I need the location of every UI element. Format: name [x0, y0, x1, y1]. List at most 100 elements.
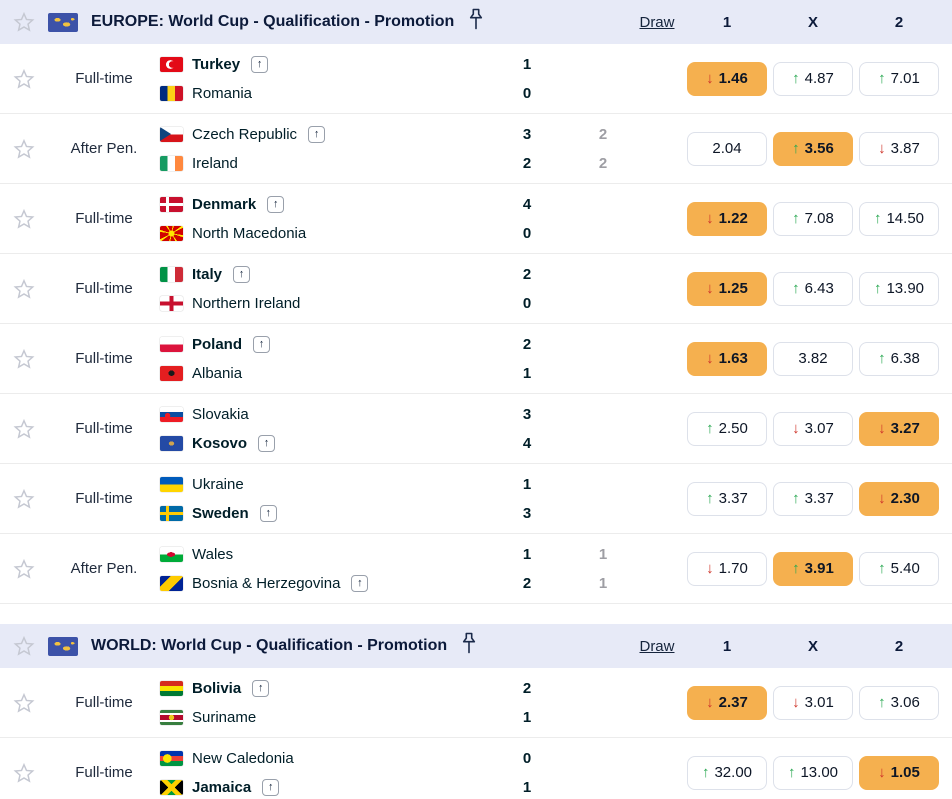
team-home[interactable]: Wales ↑ [160, 544, 507, 564]
match-row[interactable]: Full-time Turkey ↑ Romania ↑ 1 0 ↓ 1.4 [0, 44, 952, 114]
odds-button-2[interactable]: ↓ 2.30 [859, 481, 939, 516]
home-team-name[interactable]: Turkey [192, 55, 241, 73]
team-home[interactable]: Poland ↑ [160, 334, 507, 354]
odds-button-1[interactable]: ↓ 1.25 [687, 271, 767, 306]
team-away[interactable]: Northern Ireland ↑ [160, 293, 507, 313]
favorite-star-icon[interactable] [13, 68, 35, 90]
odds-button-1[interactable]: 2.04 [687, 131, 767, 166]
away-score: 3 [522, 504, 532, 522]
home-team-name[interactable]: Italy [192, 265, 223, 283]
odds-button-1[interactable]: ↑ 32.00 [687, 755, 767, 790]
odds-button-2[interactable]: ↑ 5.40 [859, 551, 939, 586]
draw-link[interactable]: Draw [639, 637, 675, 655]
team-away[interactable]: Bosnia & Herzegovina ↑ [160, 573, 507, 593]
odds-button-2[interactable]: ↑ 6.38 [859, 341, 939, 376]
match-row[interactable]: Full-time Ukraine ↑ Sweden ↑ 1 3 ↑ 3.3 [0, 464, 952, 534]
team-away[interactable]: Romania ↑ [160, 83, 507, 103]
team-home[interactable]: Slovakia ↑ [160, 404, 507, 424]
odds-button-1[interactable]: ↓ 1.70 [687, 551, 767, 586]
team-away[interactable]: Suriname ↑ [160, 707, 507, 727]
odds-button-x[interactable]: ↑ 3.91 [773, 551, 853, 586]
odds-button-1[interactable]: ↑ 3.37 [687, 481, 767, 516]
odds-button-2[interactable]: ↑ 14.50 [859, 201, 939, 236]
team-home[interactable]: Italy ↑ [160, 264, 507, 284]
home-team-name[interactable]: Ukraine [192, 475, 244, 493]
home-team-name[interactable]: Slovakia [192, 405, 249, 423]
odds-button-2[interactable]: ↑ 7.01 [859, 61, 939, 96]
odds-button-x[interactable]: 3.82 [773, 341, 853, 376]
team-away[interactable]: Albania ↑ [160, 363, 507, 383]
team-home[interactable]: Turkey ↑ [160, 54, 507, 74]
team-home[interactable]: Ukraine ↑ [160, 474, 507, 494]
match-row[interactable]: Full-time Denmark ↑ North Macedonia ↑ 4 … [0, 184, 952, 254]
favorite-star-icon[interactable] [13, 348, 35, 370]
favorite-star-icon[interactable] [13, 488, 35, 510]
favorite-star-icon[interactable] [13, 762, 35, 784]
match-row[interactable]: Full-time New Caledonia ↑ Jamaica ↑ 0 1 … [0, 738, 952, 799]
away-team-name[interactable]: Ireland [192, 154, 238, 172]
team-away[interactable]: Jamaica ↑ [160, 777, 507, 797]
odds-button-1[interactable]: ↑ 2.50 [687, 411, 767, 446]
away-team-name[interactable]: Bosnia & Herzegovina [192, 574, 341, 592]
match-row[interactable]: After Pen. Wales ↑ Bosnia & Herzegovina … [0, 534, 952, 604]
home-team-name[interactable]: Poland [192, 335, 243, 353]
match-row[interactable]: Full-time Italy ↑ Northern Ireland ↑ 2 0… [0, 254, 952, 324]
team-home[interactable]: Bolivia ↑ [160, 678, 507, 698]
away-team-name[interactable]: Jamaica [192, 778, 252, 796]
favorite-star-icon[interactable] [13, 635, 35, 657]
favorite-star-icon[interactable] [13, 418, 35, 440]
odds-button-x[interactable]: ↓ 3.01 [773, 685, 853, 720]
odds-button-2[interactable]: ↓ 3.87 [859, 131, 939, 166]
home-team-name[interactable]: Wales [192, 545, 234, 563]
match-row[interactable]: Full-time Bolivia ↑ Suriname ↑ 2 1 ↓ 2 [0, 668, 952, 738]
competition-title[interactable]: EUROPE: World Cup - Qualification - Prom… [91, 13, 455, 30]
odds-button-x[interactable]: ↑ 3.37 [773, 481, 853, 516]
away-team-name[interactable]: Kosovo [192, 434, 248, 452]
away-team-name[interactable]: Romania [192, 84, 253, 102]
favorite-star-icon[interactable] [13, 558, 35, 580]
team-home[interactable]: Denmark ↑ [160, 194, 507, 214]
favorite-star-icon[interactable] [13, 278, 35, 300]
team-away[interactable]: North Macedonia ↑ [160, 223, 507, 243]
odds-button-1[interactable]: ↓ 1.22 [687, 201, 767, 236]
away-team-name[interactable]: Suriname [192, 708, 257, 726]
team-home[interactable]: Czech Republic ↑ [160, 124, 507, 144]
favorite-star-icon[interactable] [13, 138, 35, 160]
competition-title[interactable]: WORLD: World Cup - Qualification - Promo… [91, 637, 448, 654]
away-team-name[interactable]: Northern Ireland [192, 294, 301, 312]
pin-icon[interactable] [461, 632, 477, 660]
away-team-name[interactable]: North Macedonia [192, 224, 307, 242]
team-away[interactable]: Kosovo ↑ [160, 433, 507, 453]
home-team-name[interactable]: Denmark [192, 195, 257, 213]
odds-button-2[interactable]: ↓ 1.05 [859, 755, 939, 790]
odds-button-2[interactable]: ↑ 3.06 [859, 685, 939, 720]
odds-button-1[interactable]: ↓ 1.46 [687, 61, 767, 96]
home-team-name[interactable]: New Caledonia [192, 749, 294, 767]
odds-button-1[interactable]: ↓ 2.37 [687, 685, 767, 720]
odds-button-2[interactable]: ↓ 3.27 [859, 411, 939, 446]
team-away[interactable]: Ireland ↑ [160, 153, 507, 173]
odds-button-x[interactable]: ↑ 13.00 [773, 755, 853, 790]
odds-button-2[interactable]: ↑ 13.90 [859, 271, 939, 306]
draw-link[interactable]: Draw [639, 13, 675, 31]
away-team-name[interactable]: Sweden [192, 504, 249, 522]
odds-button-x[interactable]: ↑ 4.87 [773, 61, 853, 96]
home-team-name[interactable]: Czech Republic [192, 125, 298, 143]
odds-button-x[interactable]: ↑ 7.08 [773, 201, 853, 236]
odds-button-x[interactable]: ↑ 3.56 [773, 131, 853, 166]
match-row[interactable]: After Pen. Czech Republic ↑ Ireland ↑ 3 … [0, 114, 952, 184]
favorite-star-icon[interactable] [13, 692, 35, 714]
team-home[interactable]: New Caledonia ↑ [160, 748, 507, 768]
favorite-star-icon[interactable] [13, 208, 35, 230]
odds-button-x[interactable]: ↓ 3.07 [773, 411, 853, 446]
team-away[interactable]: Sweden ↑ [160, 503, 507, 523]
away-team-name[interactable]: Albania [192, 364, 243, 382]
odds-value: 2.50 [718, 420, 748, 437]
home-team-name[interactable]: Bolivia [192, 679, 242, 697]
odds-button-1[interactable]: ↓ 1.63 [687, 341, 767, 376]
match-row[interactable]: Full-time Poland ↑ Albania ↑ 2 1 ↓ 1.6 [0, 324, 952, 394]
favorite-star-icon[interactable] [13, 11, 35, 33]
odds-button-x[interactable]: ↑ 6.43 [773, 271, 853, 306]
match-row[interactable]: Full-time Slovakia ↑ Kosovo ↑ 3 4 ↑ 2. [0, 394, 952, 464]
pin-icon[interactable] [468, 8, 484, 36]
